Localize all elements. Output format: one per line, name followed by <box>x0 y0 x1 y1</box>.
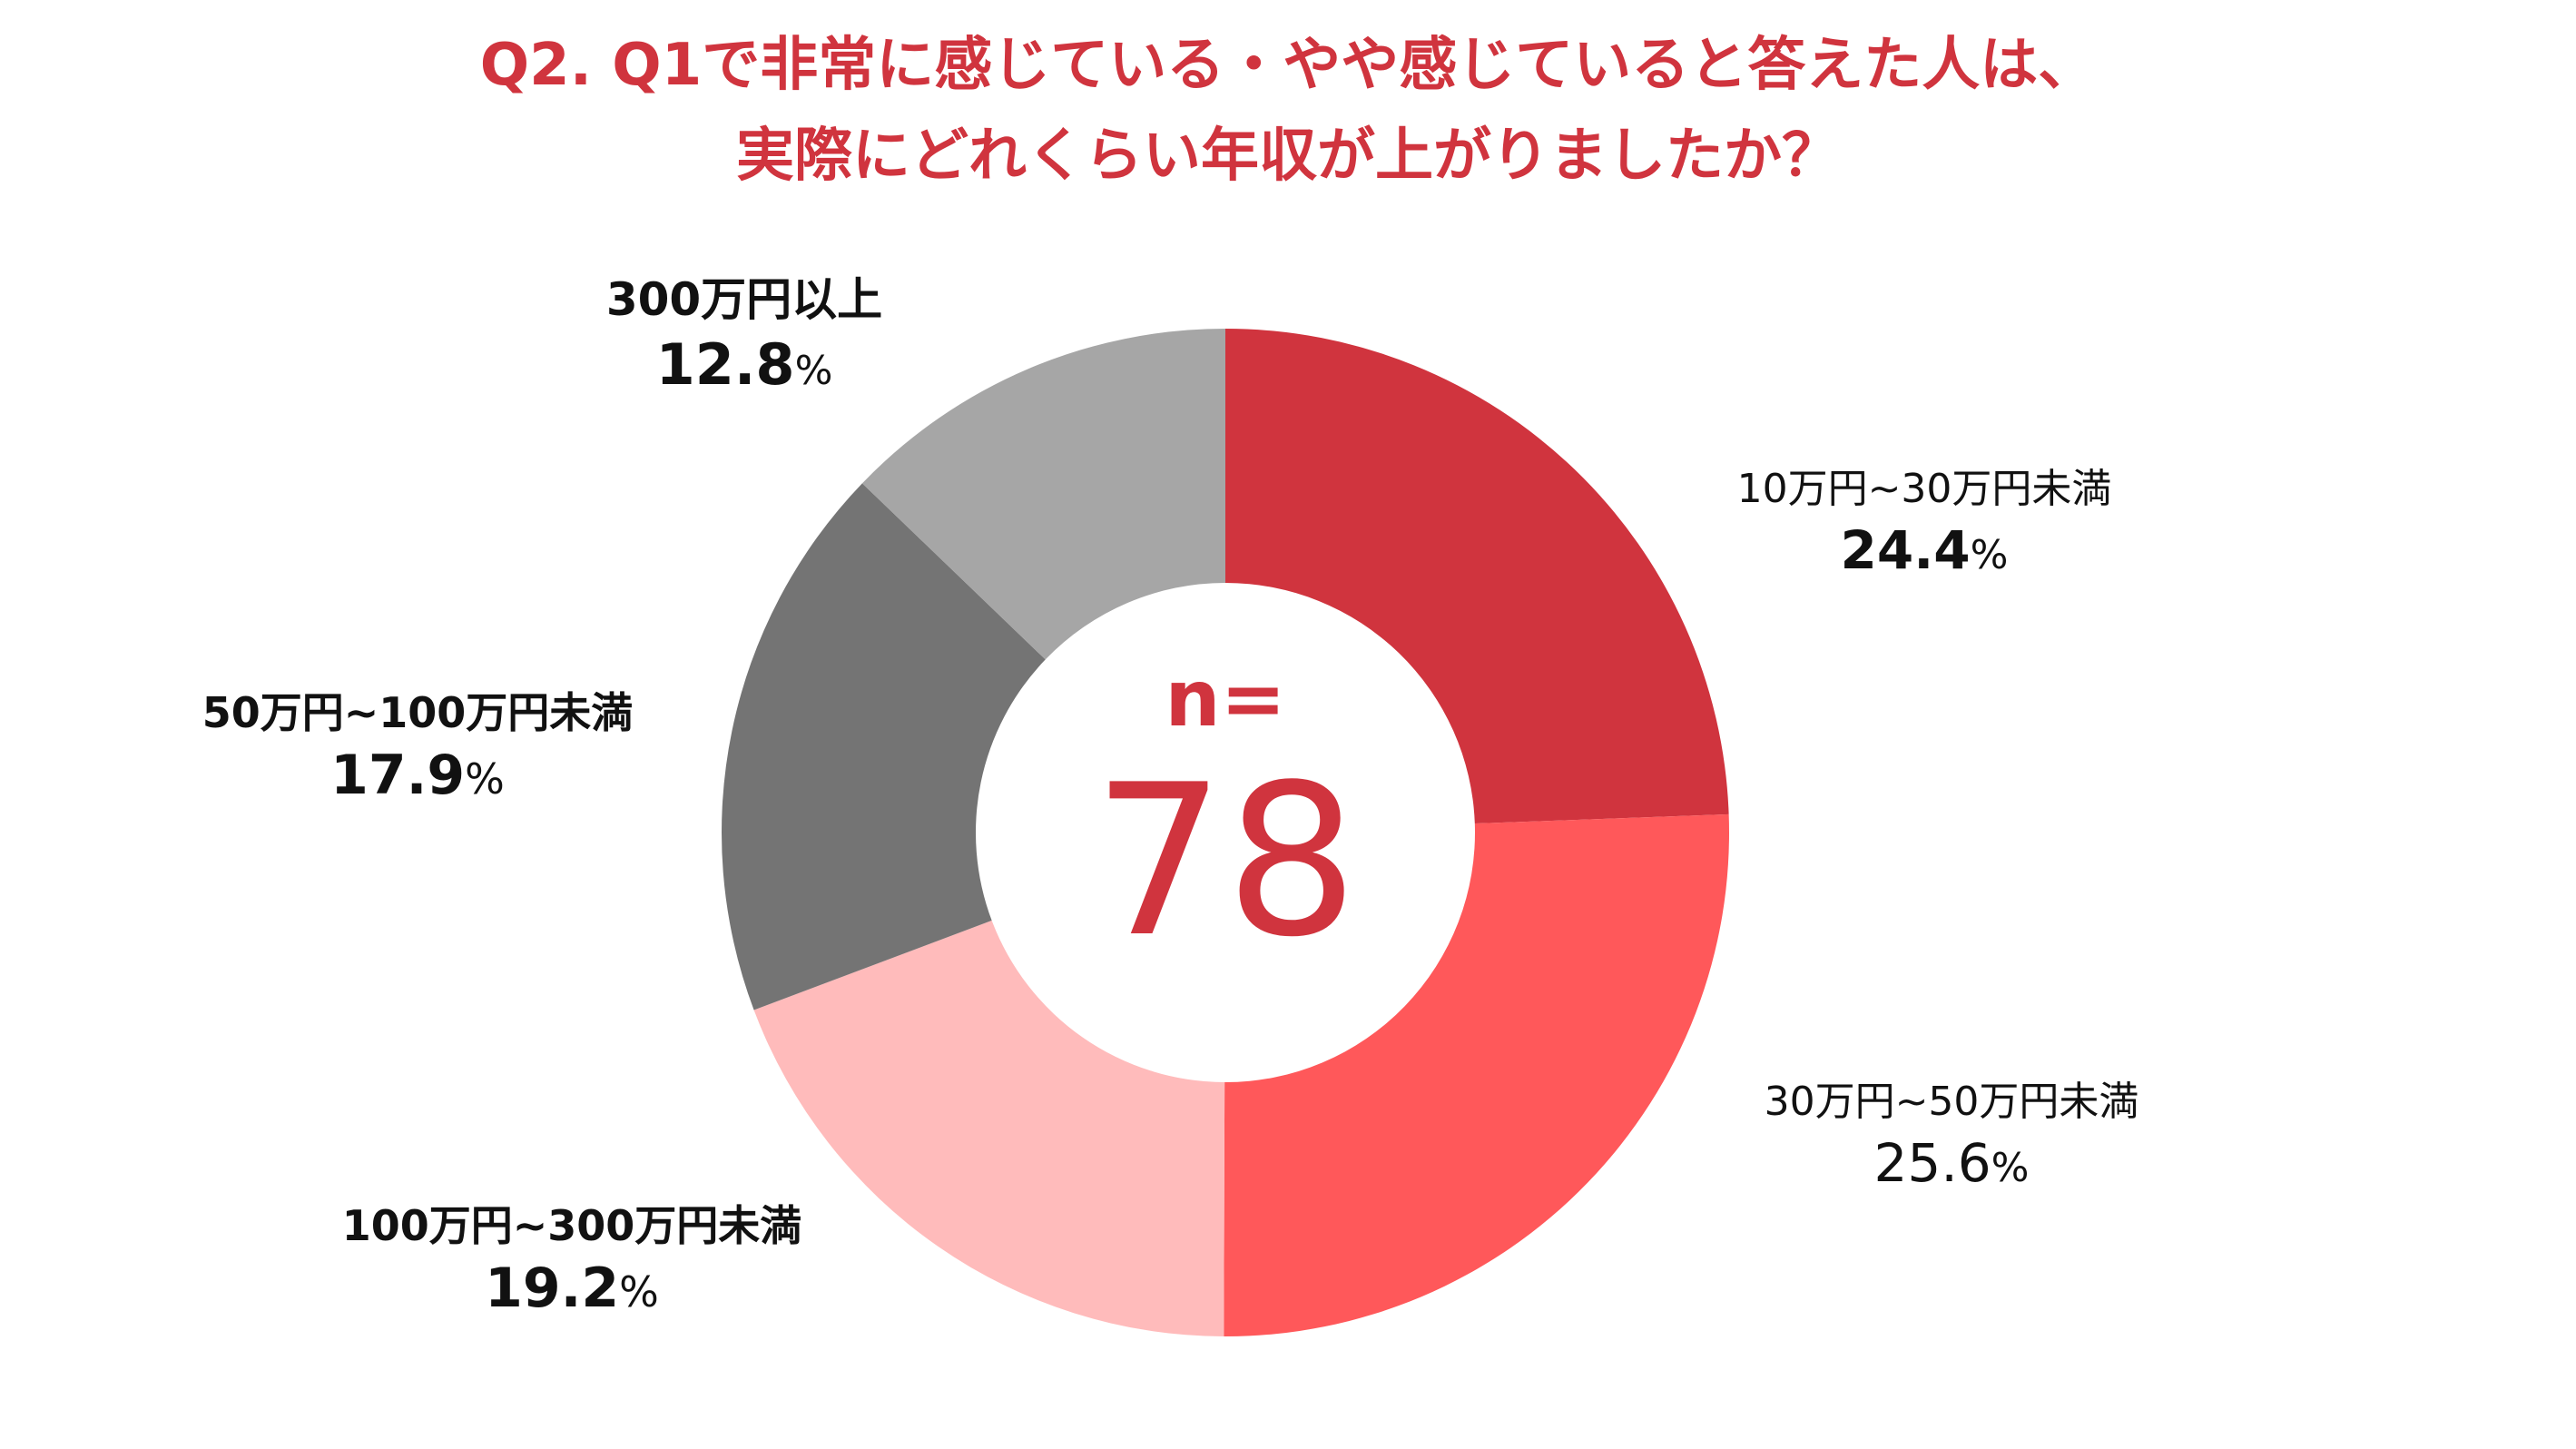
slice-label-10-30: 10万円~30万円未満 24.4% <box>1688 463 2160 590</box>
slice-label-30-50: 30万円~50万円未満 25.6% <box>1716 1076 2188 1203</box>
slice-category-label: 50万円~100万円未満 <box>202 688 634 737</box>
donut-slice-0 <box>1225 329 1729 824</box>
slice-value-label: 19.2% <box>485 1257 659 1320</box>
donut-slice-4 <box>861 329 1225 660</box>
chart-title-line-2: 実際にどれくらい年収が上がりましたか？ <box>736 123 1840 190</box>
slice-value-label: 12.8% <box>655 331 833 398</box>
slice-label-300-plus: 300万円以上 12.8% <box>508 271 980 408</box>
slice-label-100-300: 100万円~300万円未満 19.2% <box>290 1198 853 1327</box>
slice-category-label: 300万円以上 <box>605 273 883 326</box>
donut-slice-2 <box>753 920 1225 1336</box>
sample-size-value: 78 <box>1092 741 1359 983</box>
slice-value-label: 17.9% <box>330 744 505 807</box>
slice-category-label: 100万円~300万円未満 <box>341 1201 802 1250</box>
sample-size-label: n= <box>1165 654 1286 744</box>
slice-value-label: 24.4% <box>1840 519 2009 581</box>
slice-value-label: 25.6% <box>1873 1132 2030 1194</box>
slice-category-label: 10万円~30万円未満 <box>1736 466 2112 512</box>
slice-category-label: 30万円~50万円未満 <box>1764 1079 2139 1125</box>
donut-slice-1 <box>1224 813 1729 1336</box>
donut-slice-3 <box>722 483 1046 1010</box>
chart-title-line-1: Q2. Q1で非常に感じている・やや感じていると答えた人は、 <box>479 32 2097 99</box>
slice-label-50-100: 50万円~100万円未満 17.9% <box>145 685 690 814</box>
